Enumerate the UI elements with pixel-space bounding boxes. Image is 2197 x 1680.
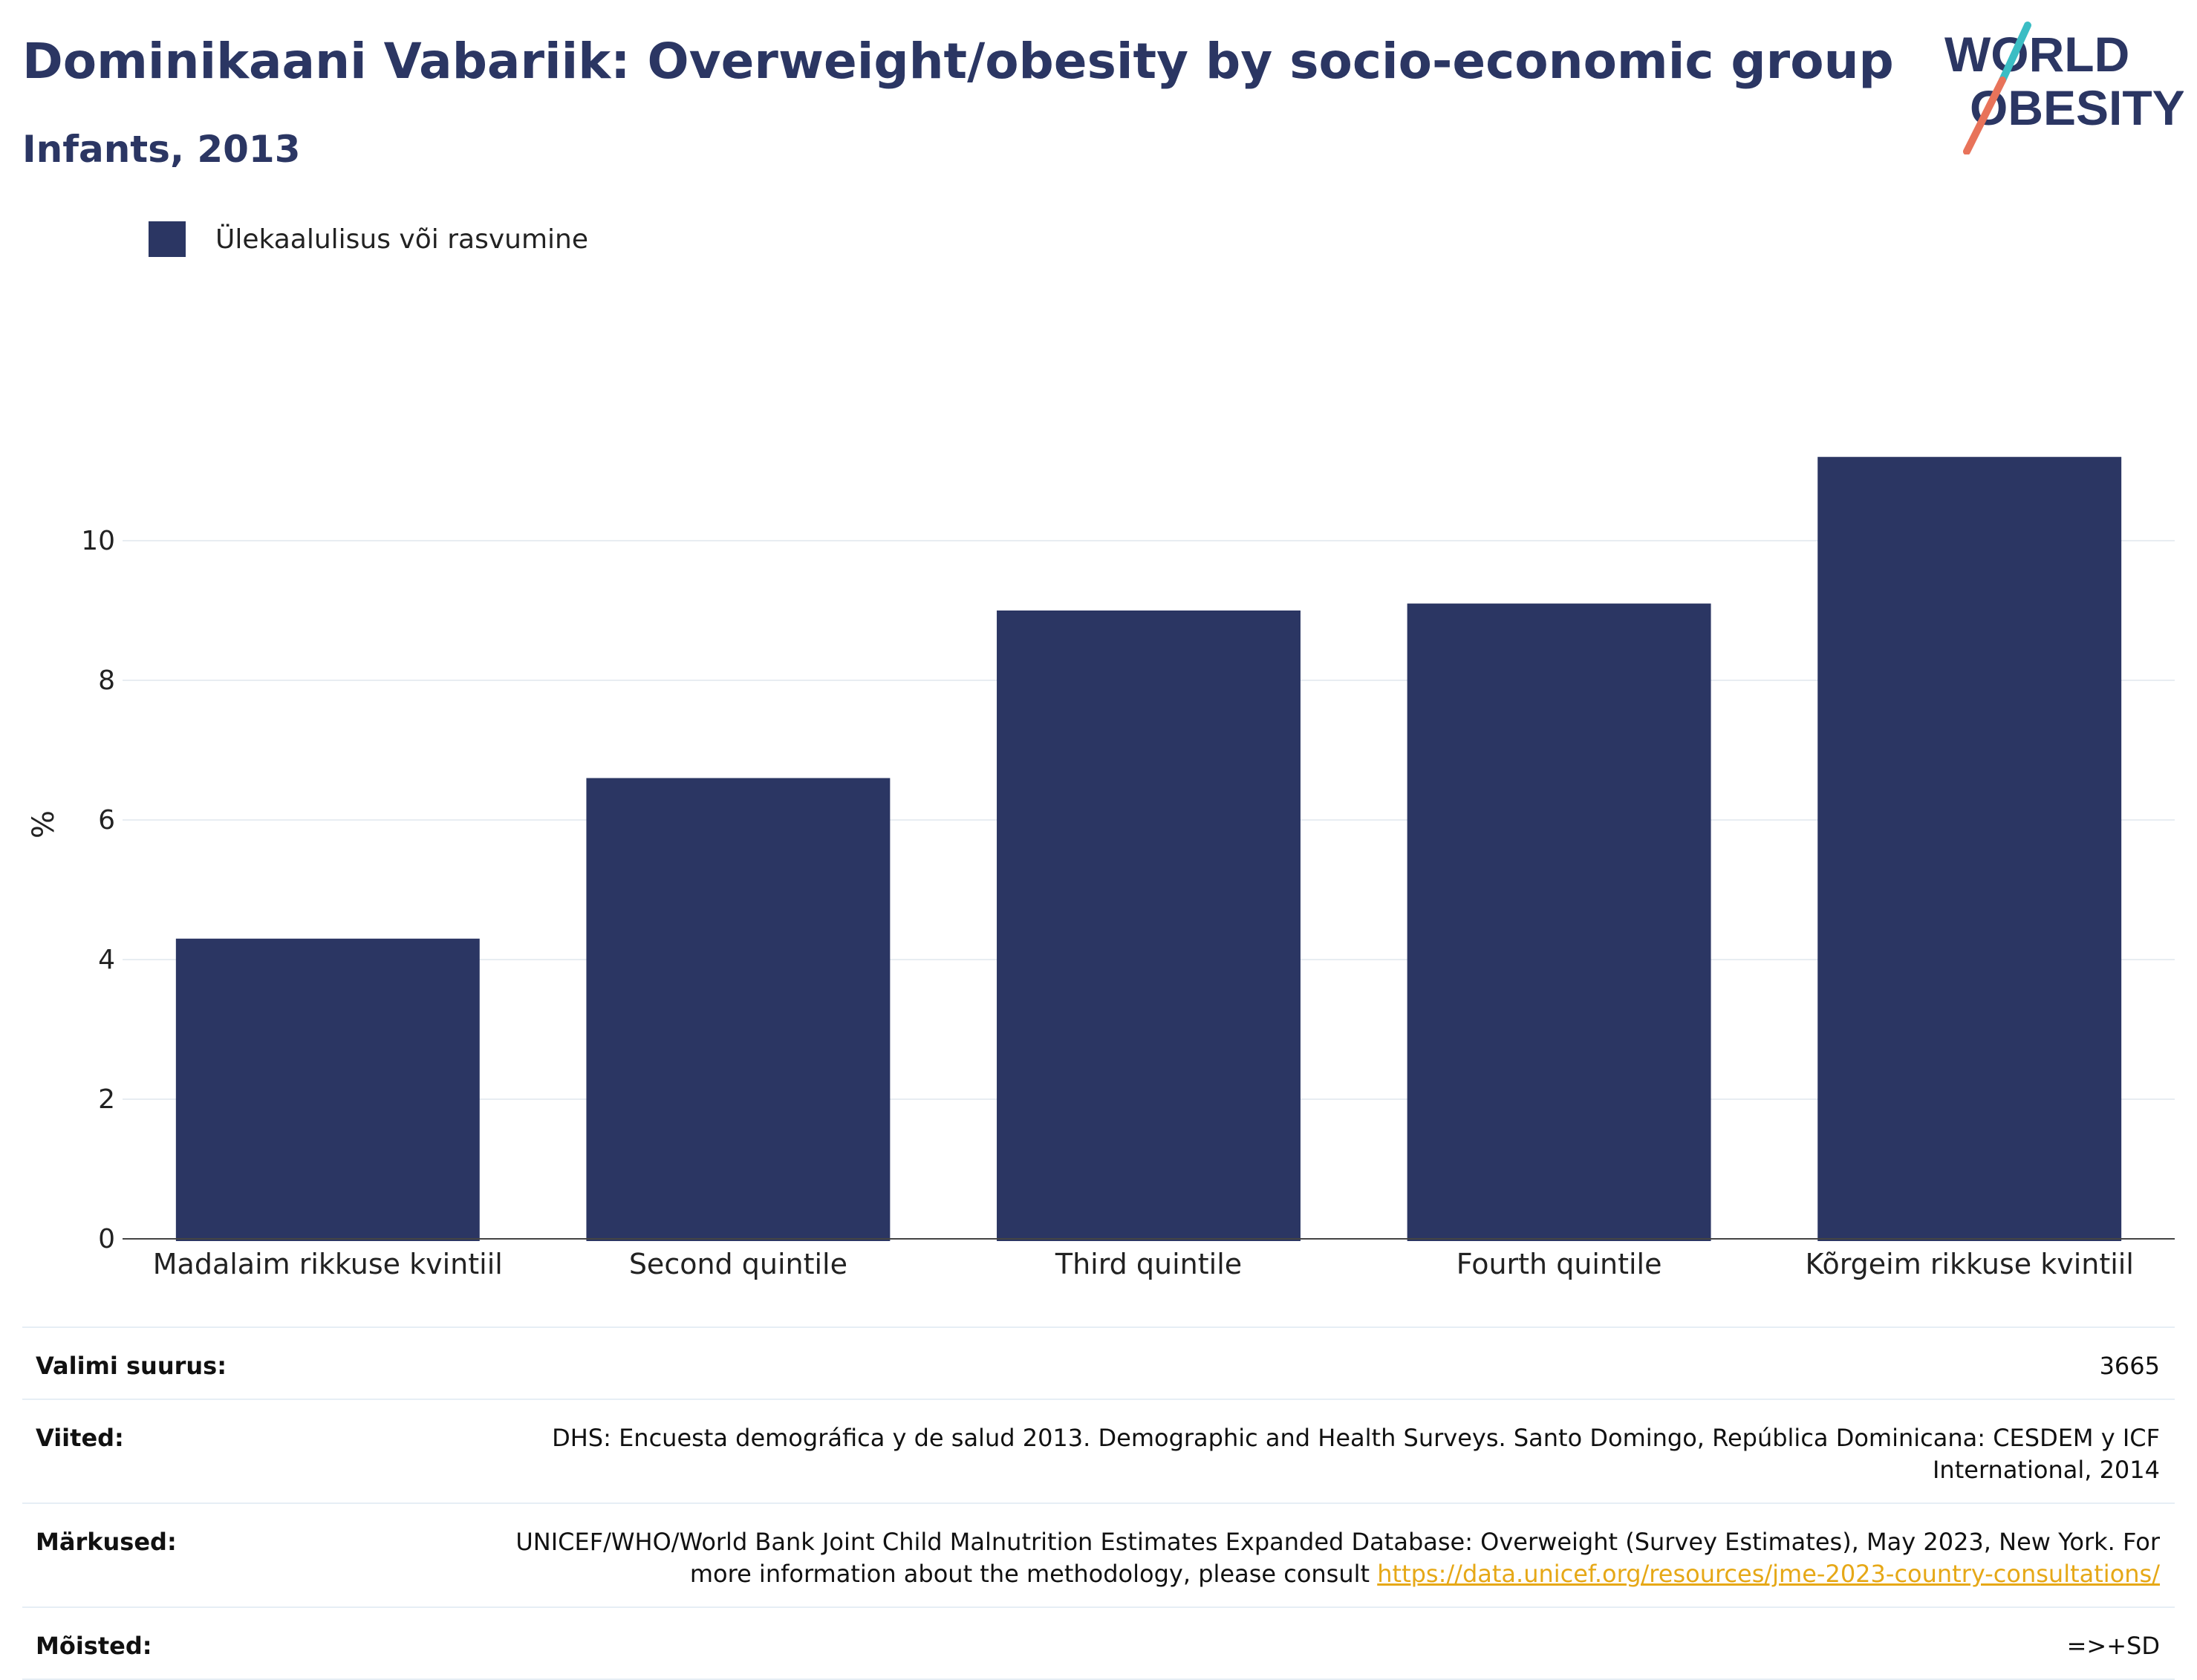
info-key: Mõisted: bbox=[36, 1632, 152, 1660]
chart-legend: Ülekaalulisus või rasvumine bbox=[149, 220, 588, 258]
x-tick-label: Madalaim rikkuse kvintiil bbox=[153, 1248, 503, 1280]
info-key: Valimi suurus: bbox=[36, 1352, 227, 1380]
logo-text-line1: WORLD bbox=[1944, 27, 2129, 82]
x-tick-label: Fourth quintile bbox=[1456, 1248, 1662, 1280]
y-tick-label: 8 bbox=[98, 665, 115, 696]
world-obesity-logo: WORLD OBESITY bbox=[1944, 22, 2184, 154]
y-tick-label: 2 bbox=[98, 1084, 115, 1115]
bar bbox=[997, 611, 1301, 1241]
bar bbox=[175, 938, 480, 1241]
info-value: DHS: Encuesta demográfica y de salud 201… bbox=[552, 1424, 2160, 1484]
logo-text-line2: OBESITY bbox=[1970, 80, 2184, 135]
info-key: Viited: bbox=[36, 1424, 124, 1452]
methodology-link[interactable]: https://data.unicef.org/resources/jme-20… bbox=[1377, 1560, 2160, 1588]
x-tick-label: Third quintile bbox=[1055, 1248, 1242, 1280]
info-value: 3665 bbox=[2099, 1352, 2160, 1380]
y-tick-label: 4 bbox=[98, 945, 115, 975]
info-row-references: Viited: DHS: Encuesta demográfica y de s… bbox=[22, 1400, 2175, 1504]
x-tick-label: Second quintile bbox=[629, 1248, 847, 1280]
page-subtitle: Infants, 2013 bbox=[22, 128, 301, 171]
legend-label: Ülekaalulisus või rasvumine bbox=[215, 224, 588, 255]
info-value: =>+SD bbox=[2066, 1632, 2160, 1660]
x-tick-label: Kõrgeim rikkuse kvintiil bbox=[1805, 1248, 2133, 1280]
bar bbox=[586, 778, 891, 1241]
y-tick-label: 10 bbox=[81, 526, 115, 556]
legend-swatch bbox=[149, 221, 186, 257]
bar bbox=[1817, 457, 2122, 1242]
y-tick-label: 0 bbox=[98, 1224, 115, 1254]
info-row-sample-size: Valimi suurus: 3665 bbox=[22, 1328, 2175, 1400]
info-notes-text: UNICEF/WHO/World Bank Joint Child Malnut… bbox=[515, 1528, 2160, 1588]
info-table: Valimi suurus: 3665 Viited: DHS: Encuest… bbox=[22, 1326, 2175, 1680]
info-value: UNICEF/WHO/World Bank Joint Child Malnut… bbox=[452, 1526, 2160, 1590]
logo-slash-bottom bbox=[1963, 76, 2006, 154]
info-row-definitions: Mõisted: =>+SD bbox=[22, 1608, 2175, 1680]
y-axis-label: % bbox=[27, 810, 61, 839]
bar bbox=[1407, 603, 1711, 1241]
page-title: Dominikaani Vabariik: Overweight/obesity… bbox=[22, 33, 1894, 90]
info-row-notes: Märkused: UNICEF/WHO/World Bank Joint Ch… bbox=[22, 1504, 2175, 1608]
y-tick-label: 6 bbox=[98, 805, 115, 836]
logo-slash-top bbox=[1999, 22, 2031, 84]
bar-chart: 0 2 4 6 8 10 Madalaim rikkuse kvintiil Second q… bbox=[27, 457, 2175, 1280]
info-key: Märkused: bbox=[36, 1528, 177, 1556]
